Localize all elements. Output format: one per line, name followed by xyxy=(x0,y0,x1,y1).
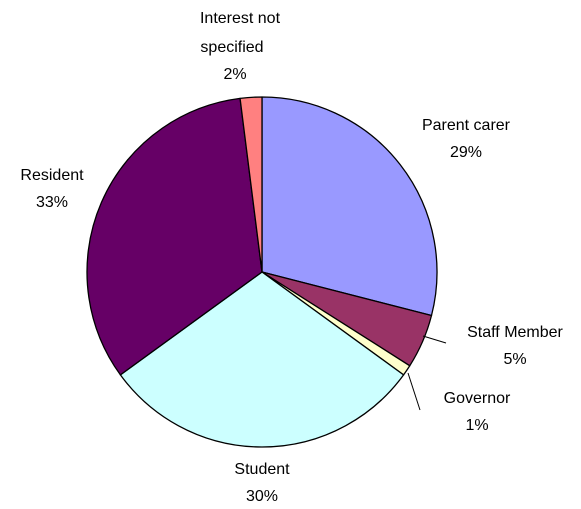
pie-slices xyxy=(86,96,438,448)
slice-resident xyxy=(86,97,263,376)
data-label-resident-pct: 33% xyxy=(36,194,68,211)
leader-lines xyxy=(407,335,447,411)
data-label-staff-member-pct: 5% xyxy=(503,351,526,368)
leader-line-governor xyxy=(407,372,421,411)
slice-interest-not-specified xyxy=(239,96,263,273)
data-label-interest-not-specified: specified xyxy=(200,39,263,56)
data-label-interest-not-specified: Interest not xyxy=(200,10,281,27)
leader-line-staff-member xyxy=(422,335,447,344)
data-label-staff-member: Staff Member xyxy=(467,324,563,341)
data-label-interest-not-specified-pct: 2% xyxy=(223,66,246,83)
data-label-student: Student xyxy=(234,461,290,478)
data-label-governor: Governor xyxy=(444,390,511,407)
data-label-resident: Resident xyxy=(20,167,84,184)
slice-student xyxy=(119,271,405,448)
data-label-student-pct: 30% xyxy=(246,488,278,505)
slice-labels: Parent carer 29% Staff Member 5% Governor 1% S… xyxy=(20,10,563,505)
data-label-parent-carer: Parent carer xyxy=(422,117,511,134)
slice-parent-carer xyxy=(261,96,438,317)
data-label-parent-carer-pct: 29% xyxy=(450,144,482,161)
data-label-governor-pct: 1% xyxy=(465,417,488,434)
